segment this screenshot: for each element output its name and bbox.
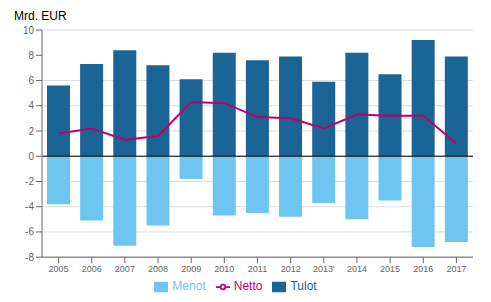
svg-text:2007: 2007 xyxy=(115,264,135,274)
svg-text:10: 10 xyxy=(23,25,35,36)
html-text:Menot: Menot xyxy=(172,279,206,294)
svg-text:2009: 2009 xyxy=(181,264,201,274)
html-text:Mrd. EUR: Mrd. EUR xyxy=(14,9,67,23)
svg-text:8: 8 xyxy=(28,50,34,61)
svg-text:2012: 2012 xyxy=(281,264,301,274)
svg-text:2017: 2017 xyxy=(446,264,466,274)
svg-text:2006: 2006 xyxy=(82,264,102,274)
svg-text:2: 2 xyxy=(28,126,34,137)
svg-text:-2: -2 xyxy=(25,176,34,187)
svg-text:2010: 2010 xyxy=(214,264,234,274)
svg-text:2016: 2016 xyxy=(413,264,433,274)
svg-text:-4: -4 xyxy=(25,201,34,212)
svg-text:2014: 2014 xyxy=(347,264,367,274)
svg-text:2015: 2015 xyxy=(380,264,400,274)
svg-text:2005: 2005 xyxy=(49,264,69,274)
html-text:Tulot: Tulot xyxy=(290,279,317,294)
svg-text:2008: 2008 xyxy=(148,264,168,274)
html-text:Netto: Netto xyxy=(233,279,263,294)
svg-text:-6: -6 xyxy=(25,226,34,237)
svg-text:2011: 2011 xyxy=(248,264,267,274)
svg-text:6: 6 xyxy=(28,75,34,86)
svg-text:4: 4 xyxy=(28,100,34,111)
svg-text:0: 0 xyxy=(28,151,34,162)
svg-text:2013': 2013' xyxy=(313,264,335,274)
svg-text:-8: -8 xyxy=(25,252,34,263)
